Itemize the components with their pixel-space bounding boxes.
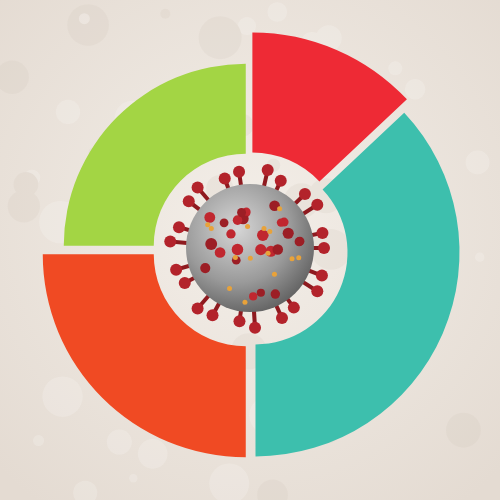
- virus-surface-spike: [257, 289, 265, 297]
- texture-spot: [209, 464, 249, 500]
- virus-spike: [192, 302, 204, 314]
- texture-spot: [42, 376, 82, 416]
- virus-protein: [289, 256, 294, 261]
- virus-spike: [311, 199, 323, 211]
- virus-spike: [316, 270, 328, 282]
- virus-spike: [179, 277, 191, 289]
- texture-spot: [67, 4, 109, 46]
- texture-spot: [388, 61, 402, 75]
- virus-spike: [233, 315, 245, 327]
- texture-spot: [257, 480, 288, 500]
- virus-surface-spike: [226, 229, 235, 238]
- virus-body: [186, 184, 314, 312]
- texture-spot: [405, 79, 425, 99]
- virus-spike: [192, 182, 204, 194]
- virus-surface-spike: [295, 237, 304, 246]
- chart-svg: [0, 0, 500, 500]
- texture-spot: [13, 172, 38, 197]
- virus-protein: [266, 251, 271, 256]
- virus-protein: [267, 229, 272, 234]
- texture-spot: [138, 439, 168, 469]
- virus-surface-spike: [232, 256, 241, 265]
- chart-root: [0, 0, 500, 500]
- texture-spot: [466, 151, 490, 175]
- virus-protein: [227, 286, 232, 291]
- virus-spike: [164, 236, 176, 248]
- virus-protein: [233, 255, 238, 260]
- virus-surface-spike: [272, 244, 283, 255]
- virus-spike: [262, 164, 274, 176]
- virus-surface-spike: [200, 263, 210, 273]
- virus-protein: [296, 255, 301, 260]
- virus-protein: [242, 300, 247, 305]
- texture-spot: [107, 430, 132, 455]
- virus-spike: [207, 309, 219, 321]
- virus-surface-spike: [220, 218, 229, 227]
- virus-spike: [299, 188, 311, 200]
- virus-surface-spike: [232, 244, 244, 256]
- virus-surface-spike: [277, 218, 285, 226]
- virus-spike: [173, 221, 185, 233]
- virus-surface-spike: [283, 228, 294, 239]
- texture-spot: [73, 481, 97, 500]
- virus-protein: [272, 272, 277, 277]
- virus-surface-spike: [257, 230, 269, 242]
- background: [0, 0, 500, 500]
- texture-spot: [0, 60, 29, 93]
- virus-spike: [311, 285, 323, 297]
- virus-surface-spike: [295, 237, 304, 246]
- virus-surface-spike: [204, 212, 215, 223]
- virus-spike: [249, 322, 261, 334]
- virus-spike: [219, 172, 231, 184]
- virus-protein: [277, 206, 282, 211]
- virus-spike: [233, 166, 245, 178]
- texture-spot: [199, 16, 242, 59]
- virus-spike: [276, 312, 288, 324]
- texture-spot: [129, 474, 137, 482]
- virus-protein: [209, 226, 214, 231]
- background-texture: [0, 2, 489, 500]
- virus-surface-spike: [249, 292, 257, 300]
- texture-spot: [446, 413, 481, 448]
- texture-spot: [56, 100, 80, 124]
- texture-spot: [475, 253, 484, 262]
- virus-spike: [183, 195, 195, 207]
- virus-protein: [248, 256, 253, 261]
- virus-surface-spike: [205, 238, 217, 250]
- texture-spot: [79, 13, 90, 24]
- texture-spot: [33, 435, 44, 446]
- virus-illustration: [164, 164, 330, 334]
- virus-surface-spike: [255, 244, 266, 255]
- virus-spike: [275, 175, 287, 187]
- virus-spike: [170, 264, 182, 276]
- virus-protein: [245, 224, 250, 229]
- texture-spot: [267, 2, 287, 22]
- virus-spike: [288, 302, 300, 314]
- virus-protein: [262, 226, 267, 231]
- virus-surface-spike: [271, 289, 280, 298]
- donut-segments: [43, 32, 460, 457]
- virus-spike: [318, 242, 330, 254]
- virus-surface-spike: [237, 208, 246, 217]
- virus-protein: [205, 222, 210, 227]
- texture-spot: [160, 9, 170, 19]
- virus-surface-spike: [215, 247, 226, 258]
- virus-spike: [316, 227, 328, 239]
